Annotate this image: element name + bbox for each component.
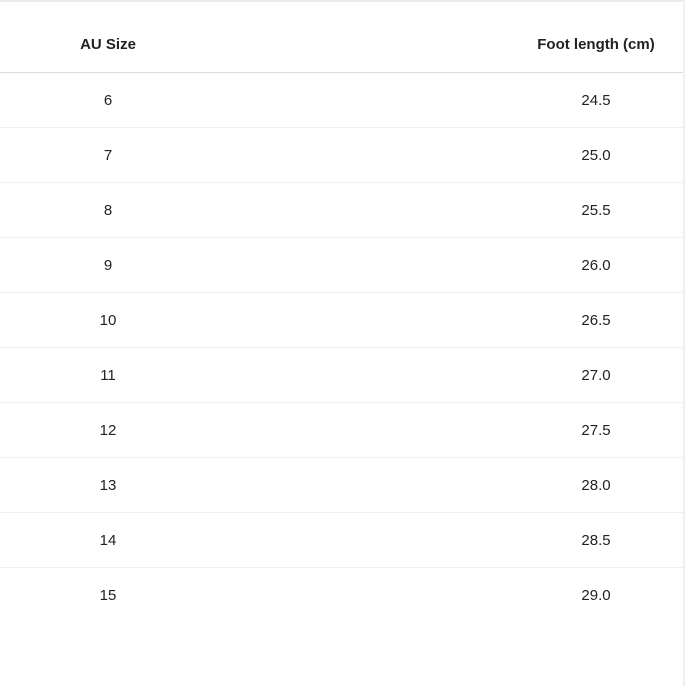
- foot-length-cell: 26.5: [509, 292, 683, 348]
- foot-length-cell: 29.0: [581, 586, 611, 604]
- table-row: 6 24.5: [0, 72, 683, 128]
- table-row: 11 27.0: [0, 347, 683, 403]
- foot-length-cell: 24.5: [509, 72, 683, 128]
- spacer-cell: [216, 347, 509, 403]
- au-size-cell: 12: [0, 402, 216, 458]
- top-divider: [0, 0, 685, 2]
- table-row: 10 26.5: [0, 292, 683, 348]
- foot-length-cell: 28.5: [509, 512, 683, 568]
- au-size-cell: 9: [0, 237, 216, 293]
- au-size-cell: 13: [0, 457, 216, 513]
- size-chart-table: AU Size Foot length (cm) 6 24.5 7 25.0 8 25.5…: [0, 17, 683, 622]
- header-foot-length: Foot length (cm): [509, 17, 683, 73]
- spacer-cell: [216, 402, 509, 458]
- foot-length-cell: 26.0: [509, 237, 683, 293]
- au-size-cell: 14: [0, 512, 216, 568]
- au-size-cell: 7: [0, 127, 216, 183]
- table-row: 12 27.5: [0, 402, 683, 458]
- header-au-size: AU Size: [0, 17, 216, 73]
- foot-length-cell: 25.0: [509, 127, 683, 183]
- spacer-cell: [216, 512, 509, 568]
- au-size-cell: 10: [0, 292, 216, 348]
- au-size-cell: 11: [0, 347, 216, 403]
- table-row: 13 28.0: [0, 457, 683, 513]
- spacer-cell: [216, 237, 509, 293]
- foot-length-cell: 27.5: [509, 402, 683, 458]
- table-row: 9 26.0: [0, 237, 683, 293]
- spacer-cell: [216, 568, 509, 623]
- header-spacer: [216, 17, 509, 73]
- table-header-row: AU Size Foot length (cm): [0, 17, 683, 73]
- spacer-cell: [216, 292, 509, 348]
- spacer-cell: [216, 457, 509, 513]
- foot-length-cell: 25.5: [509, 182, 683, 238]
- spacer-cell: [216, 72, 509, 128]
- table-row: 14 28.5: [0, 512, 683, 568]
- au-size-cell: 15: [99, 586, 117, 604]
- foot-length-cell: 28.0: [509, 457, 683, 513]
- right-divider: [683, 0, 685, 686]
- au-size-cell: 8: [0, 182, 216, 238]
- au-size-cell: 6: [0, 72, 216, 128]
- table-row: 15 29.0: [0, 568, 683, 623]
- table-row: 7 25.0: [0, 127, 683, 183]
- spacer-cell: [216, 127, 509, 183]
- spacer-cell: [216, 182, 509, 238]
- table-row: 8 25.5: [0, 182, 683, 238]
- foot-length-cell: 27.0: [509, 347, 683, 403]
